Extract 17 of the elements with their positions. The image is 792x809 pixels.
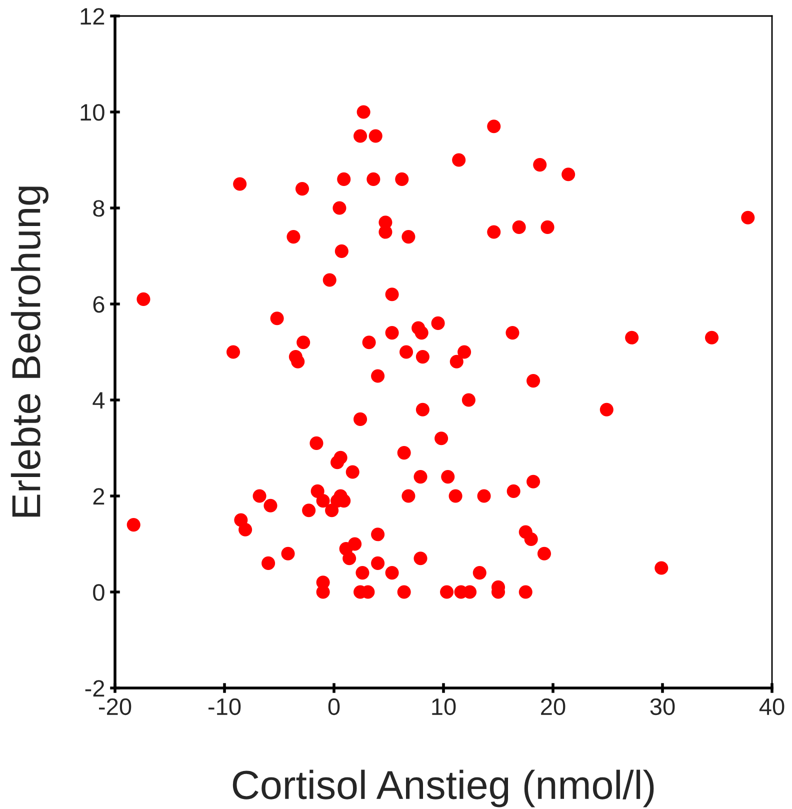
x-tick-label: 30 bbox=[650, 698, 675, 716]
y-tick-label: 12 bbox=[80, 8, 104, 25]
y-tick-label: 2 bbox=[93, 488, 104, 505]
y-tick-label: 10 bbox=[80, 104, 104, 121]
y-tick-label: 0 bbox=[93, 584, 104, 601]
x-tick-label: -20 bbox=[98, 698, 132, 716]
x-tick-label: 0 bbox=[328, 698, 340, 716]
y-tick-label: 8 bbox=[93, 200, 104, 217]
x-tick-label: 20 bbox=[541, 698, 566, 716]
x-tick-label: 40 bbox=[759, 698, 784, 716]
x-tick-label: -10 bbox=[208, 698, 241, 716]
y-axis-title: Erlebte Bedrohung bbox=[10, 186, 48, 517]
y-tick-label: 4 bbox=[92, 392, 105, 409]
y-tick-label: 6 bbox=[93, 296, 104, 313]
x-axis-title: Cortisol Anstieg (nmol/l) bbox=[232, 770, 654, 808]
x-tick-label: 10 bbox=[432, 698, 456, 716]
y-tick-label: -2 bbox=[85, 680, 104, 697]
